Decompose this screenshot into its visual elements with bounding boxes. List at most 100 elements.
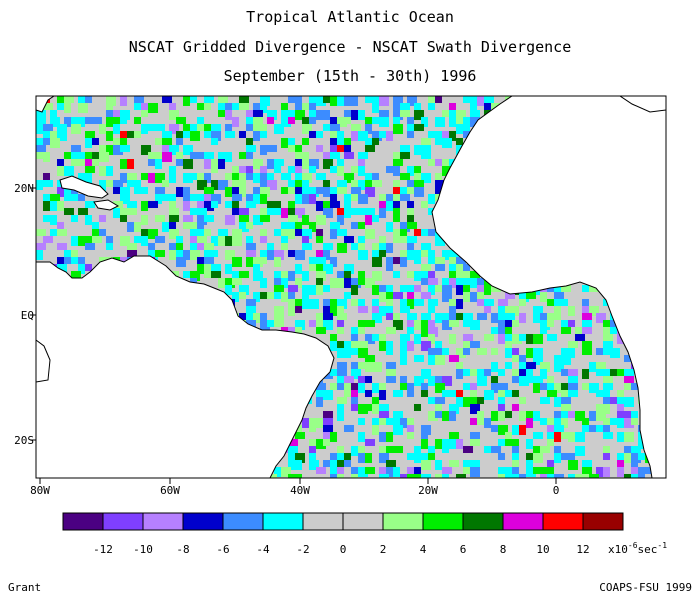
- field-cell: [407, 425, 414, 435]
- field-cell: [498, 425, 508, 435]
- field-cell: [120, 145, 130, 152]
- field-cell: [295, 425, 302, 435]
- south-america-land: [36, 255, 335, 478]
- field-cell: [267, 320, 277, 327]
- field-cell: [456, 110, 466, 117]
- field-cell: [120, 236, 130, 246]
- field-cell: [379, 404, 389, 414]
- field-cell: [386, 418, 396, 425]
- y-axis-ticks: [30, 187, 36, 441]
- field-cell: [379, 453, 389, 463]
- field-cell: [470, 418, 477, 425]
- field-cell: [344, 236, 354, 243]
- field-cell: [393, 229, 403, 239]
- field-cell: [603, 320, 613, 330]
- field-cell: [330, 460, 340, 470]
- field-cell: [316, 397, 323, 407]
- field-cell: [484, 369, 491, 376]
- field-cell: [64, 166, 74, 176]
- field-cell: [344, 208, 351, 218]
- field-cell: [470, 103, 477, 113]
- field-cell: [568, 383, 578, 393]
- field-cell: [582, 348, 592, 355]
- field-cell: [498, 467, 508, 474]
- field-cell: [449, 131, 456, 141]
- field-cell: [386, 264, 393, 271]
- field-cell: [218, 229, 228, 239]
- field-cell: [141, 187, 148, 194]
- field-cell: [400, 194, 410, 201]
- field-cell: [631, 453, 641, 463]
- field-cell: [428, 411, 438, 421]
- field-cell: [470, 271, 480, 281]
- colorbar-swatch: [502, 512, 544, 531]
- field-cell: [477, 299, 487, 306]
- field-cell: [456, 257, 466, 264]
- field-cell: [463, 285, 470, 295]
- field-cell: [337, 96, 344, 106]
- field-cell: [631, 460, 638, 467]
- field-cell: [414, 376, 424, 386]
- field-cell: [92, 236, 102, 243]
- field-cell: [365, 362, 375, 372]
- field-cell: [582, 327, 592, 334]
- field-cell: [337, 467, 344, 474]
- field-cell: [120, 110, 130, 120]
- field-cell: [610, 348, 620, 358]
- field-cell: [344, 194, 351, 201]
- field-cell: [512, 348, 519, 355]
- field-cell: [421, 439, 428, 449]
- title-line-2: NSCAT Gridded Divergence - NSCAT Swath D…: [128, 38, 572, 56]
- field-cell: [281, 467, 291, 477]
- field-cell: [64, 250, 74, 260]
- field-cell: [498, 439, 508, 446]
- field-cell: [351, 474, 358, 478]
- field-cell: [386, 460, 396, 467]
- field-cell: [414, 404, 421, 411]
- field-cell: [57, 222, 64, 232]
- iberia-land: [619, 96, 666, 113]
- field-cell: [554, 355, 564, 362]
- field-cell: [407, 208, 414, 218]
- field-cell: [141, 215, 148, 225]
- field-cell: [463, 467, 473, 474]
- field-cell: [176, 138, 183, 145]
- field-cell: [239, 173, 246, 183]
- field-cell: [407, 131, 414, 138]
- field-cell: [386, 467, 393, 477]
- field-cell: [407, 222, 417, 229]
- field-cell: [421, 201, 428, 208]
- field-cell: [309, 222, 316, 232]
- field-cell: [477, 313, 487, 320]
- field-cell: [379, 285, 389, 295]
- field-cell: [603, 369, 613, 376]
- field-cell: [302, 229, 312, 239]
- field-cell: [547, 320, 554, 327]
- field-cell: [463, 348, 470, 355]
- field-cell: [162, 180, 169, 187]
- field-cell: [225, 285, 232, 295]
- field-cell: [379, 341, 389, 351]
- field-cell: [414, 355, 424, 362]
- field-cell: [330, 383, 340, 390]
- field-cell: [64, 117, 74, 127]
- field-cell: [407, 313, 417, 320]
- field-cell: [337, 369, 347, 379]
- field-cell: [449, 313, 459, 323]
- field-cell: [428, 250, 435, 257]
- field-cell: [323, 411, 333, 418]
- field-cell: [92, 117, 102, 124]
- field-cell: [365, 376, 372, 383]
- field-cell: [421, 327, 428, 337]
- field-cell: [519, 425, 526, 435]
- field-cell: [106, 131, 113, 141]
- field-cell: [50, 131, 60, 138]
- field-cell: [631, 474, 641, 478]
- field-cell: [554, 411, 561, 421]
- cuba-island: [59, 175, 109, 199]
- field-cell: [344, 292, 351, 299]
- field-cell: [148, 103, 158, 113]
- field-cell: [78, 257, 85, 267]
- field-cell: [183, 131, 190, 138]
- field-cell: [407, 292, 414, 299]
